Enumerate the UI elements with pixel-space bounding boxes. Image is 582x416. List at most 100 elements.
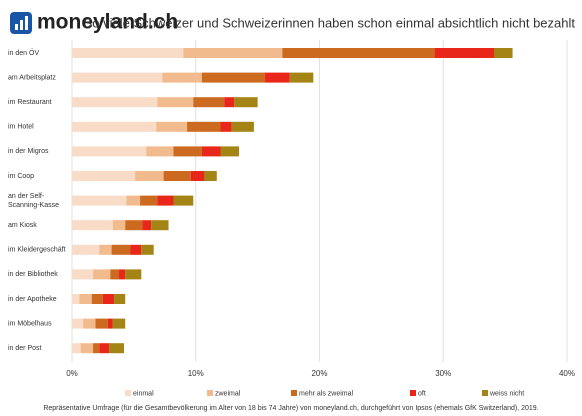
legend-label: mehr als zweimal bbox=[299, 390, 354, 397]
bar-segment bbox=[72, 72, 163, 83]
bar-segment bbox=[72, 97, 158, 108]
y-tick-label: in der Post bbox=[8, 345, 42, 352]
bar-segment bbox=[119, 269, 126, 280]
x-tick-label: 0% bbox=[66, 369, 78, 378]
bar-segment bbox=[151, 220, 169, 231]
y-tick-label: im Kleidergeschäft bbox=[8, 247, 66, 254]
bar-segment bbox=[201, 146, 221, 157]
bar-segment bbox=[173, 146, 202, 157]
bar-segment bbox=[126, 195, 141, 206]
bar-segment bbox=[190, 171, 205, 181]
legend-label: zweimal bbox=[215, 390, 241, 397]
bar-segment bbox=[72, 244, 100, 255]
bar-segment bbox=[187, 121, 221, 132]
bar-segment bbox=[234, 97, 258, 108]
bar-segment bbox=[130, 244, 142, 255]
bar-segment bbox=[72, 146, 147, 157]
bar-segment bbox=[173, 195, 194, 206]
bar-segment bbox=[201, 72, 266, 83]
y-tick-label: am Arbeitsplatz bbox=[8, 74, 56, 81]
bar-segment bbox=[80, 343, 94, 354]
bar-segment bbox=[72, 269, 94, 280]
y-tick-label: in der Apotheke bbox=[8, 296, 57, 303]
y-tick-label: im Coop bbox=[8, 173, 34, 180]
bar-segment bbox=[282, 48, 435, 58]
bar-segment bbox=[141, 244, 154, 255]
bar-segment bbox=[156, 121, 188, 132]
bar-segment bbox=[112, 318, 126, 329]
bar-segment bbox=[220, 121, 232, 132]
legend-swatch bbox=[482, 390, 488, 396]
legend-label: einmal bbox=[133, 390, 154, 397]
bar-segment bbox=[231, 121, 254, 132]
bar-segment bbox=[91, 294, 103, 304]
bar-segment bbox=[157, 195, 174, 206]
x-tick-label: 40% bbox=[559, 369, 575, 378]
bar-segment bbox=[114, 294, 126, 304]
x-tick-label: 10% bbox=[188, 369, 204, 378]
bar-segment bbox=[93, 343, 100, 354]
bar-segment bbox=[95, 318, 108, 329]
bar-segment bbox=[72, 318, 84, 329]
bar-segment bbox=[135, 171, 164, 181]
y-tick-label: im Hotel bbox=[8, 124, 34, 131]
bar-segment bbox=[112, 220, 126, 231]
bar-segment bbox=[72, 343, 81, 354]
y-tick-label: in den ÖV bbox=[8, 49, 39, 57]
y-tick-label: im Restaurant bbox=[8, 99, 52, 106]
bar-segment bbox=[493, 48, 513, 58]
y-tick-label: am Kiosk bbox=[8, 222, 37, 229]
x-tick-label: 30% bbox=[435, 369, 451, 378]
logo-icon-bar bbox=[15, 24, 18, 30]
bar-segment bbox=[72, 48, 184, 58]
bar-segment bbox=[163, 171, 191, 181]
bar-segment bbox=[102, 294, 115, 304]
bar-segment bbox=[146, 146, 174, 157]
bar-segment bbox=[111, 244, 131, 255]
legend-swatch bbox=[410, 390, 416, 396]
bar-segment bbox=[265, 72, 290, 83]
bar-segment bbox=[140, 195, 158, 206]
bar-segment bbox=[99, 244, 112, 255]
bar-segment bbox=[157, 97, 194, 108]
bar-segment bbox=[109, 343, 124, 354]
y-tick-label: in der Bibliothek bbox=[8, 271, 58, 278]
y-tick-label: im Möbelhaus bbox=[8, 320, 52, 327]
y-tick-label: in der Migros bbox=[8, 148, 49, 155]
bar-segment bbox=[72, 121, 157, 132]
bar-segment bbox=[107, 318, 113, 329]
bar-segment bbox=[99, 343, 110, 354]
bar-segment bbox=[72, 294, 80, 304]
legend-swatch bbox=[291, 390, 297, 396]
bar-segment bbox=[72, 220, 113, 231]
legend-swatch bbox=[125, 390, 131, 396]
bar-segment bbox=[125, 220, 143, 231]
bar-segment bbox=[434, 48, 494, 58]
bar-segment bbox=[83, 318, 96, 329]
chart-title: So viele Schweizer und Schweizerinnen ha… bbox=[84, 15, 576, 30]
bar-segment bbox=[193, 97, 225, 108]
source-note: Repräsentative Umfrage (für die Gesamtbe… bbox=[43, 405, 538, 412]
bar-segment bbox=[183, 48, 283, 58]
legend-label: weiss nicht bbox=[489, 390, 524, 397]
legend-swatch bbox=[207, 390, 213, 396]
bar-segment bbox=[110, 269, 120, 280]
bar-segment bbox=[79, 294, 92, 304]
bar-segment bbox=[93, 269, 111, 280]
bar-segment bbox=[142, 220, 152, 231]
bar-segment bbox=[72, 195, 127, 206]
bar-segment bbox=[162, 72, 202, 83]
bar-segment bbox=[125, 269, 142, 280]
x-tick-label: 20% bbox=[311, 369, 327, 378]
logo-icon-bar bbox=[20, 20, 23, 30]
brand: moneyland.ch bbox=[37, 11, 178, 34]
legend-label: oft bbox=[418, 390, 426, 397]
y-tick-label: an der Self-Scanning-Kasse bbox=[8, 193, 59, 209]
bar-segment bbox=[220, 146, 240, 157]
bar-segment bbox=[204, 171, 217, 181]
logo-icon-bar bbox=[25, 16, 28, 30]
bar-segment bbox=[289, 72, 314, 83]
bar-segment bbox=[224, 97, 235, 108]
bar-segment bbox=[72, 171, 136, 181]
